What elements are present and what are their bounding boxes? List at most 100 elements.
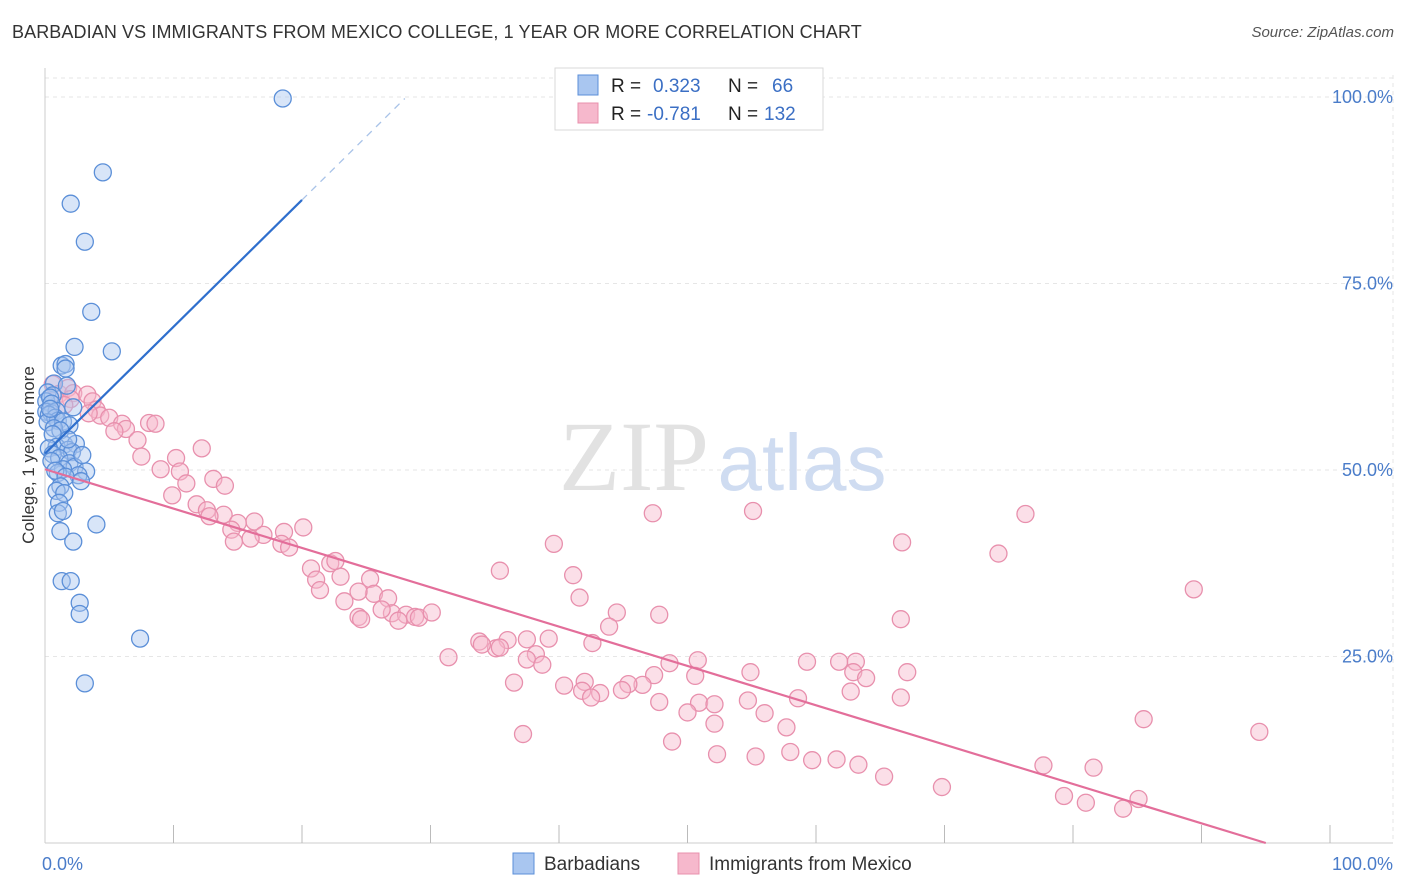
- mexico-point-73: [1184, 580, 1203, 599]
- mexico-point-109: [738, 691, 758, 710]
- mexico-point-112: [891, 688, 910, 707]
- mexico-point-13: [139, 413, 159, 433]
- mexico-point-90: [829, 652, 849, 671]
- mexico-point-82: [526, 645, 546, 664]
- mexico-point-20: [166, 448, 186, 468]
- mexico-point-127: [849, 755, 868, 774]
- mexico-point-106: [612, 680, 632, 700]
- barbadian-point-65: [73, 445, 92, 465]
- barbadian-point-55: [51, 522, 70, 541]
- mexico-point-67: [490, 561, 510, 580]
- mexico-point-72: [1016, 504, 1035, 524]
- mexico-point-116: [678, 703, 697, 722]
- mexico-point-52: [382, 604, 402, 623]
- mexico-point-85: [439, 648, 458, 667]
- barbadian-point-58: [61, 572, 80, 591]
- mexico-point-48: [364, 584, 384, 603]
- barbadian-point-11: [57, 376, 76, 395]
- barbadian-point-5: [65, 337, 84, 357]
- mexico-point-64: [599, 617, 619, 636]
- mexico-point-60: [389, 611, 408, 630]
- barbadian-points: [37, 89, 292, 693]
- mexico-point-63: [650, 605, 669, 624]
- stats-legend-box: [554, 67, 824, 131]
- mexico-point-24: [177, 474, 196, 493]
- watermark-zip: ZIP: [559, 401, 709, 512]
- chart-title: BARBADIAN VS IMMIGRANTS FROM MEXICO COLL…: [12, 22, 862, 42]
- barbadian-point-50: [55, 483, 74, 503]
- barbadian-point-0: [273, 89, 292, 108]
- mexico-point-19: [132, 447, 151, 466]
- mexico-point-38: [224, 532, 244, 551]
- mexico-point-71: [989, 544, 1008, 563]
- legend-barbadians-label: Barbadians: [544, 854, 640, 875]
- mexico-point-128: [874, 767, 894, 786]
- y-axis-tick-labels: 25.0% 50.0% 75.0% 100.0%: [1332, 87, 1393, 667]
- legend-n-value-pink: 132: [764, 104, 796, 125]
- legend-r-value-blue: 0.323: [653, 76, 701, 97]
- mexico-point-89: [797, 652, 817, 671]
- mexico-point-45: [331, 567, 350, 586]
- barbadian-trend-extension: [301, 98, 406, 201]
- mexico-point-65: [544, 534, 564, 554]
- mexico-point-22: [151, 460, 170, 479]
- y-tick-label-100: 100.0%: [1332, 87, 1393, 107]
- mexico-point-43: [301, 559, 321, 578]
- mexico-point-103: [572, 681, 592, 700]
- legend-n-label-blue: N =: [728, 76, 758, 97]
- barbadian-point-9: [56, 359, 75, 378]
- mexico-point-23: [204, 469, 223, 489]
- barbadian-point-2: [61, 194, 80, 213]
- mexico-point-117: [705, 714, 724, 733]
- watermark-atlas: atlas: [718, 418, 887, 507]
- barbadian-point-64: [58, 430, 78, 449]
- mexico-point-120: [1250, 722, 1269, 741]
- barbadian-point-62: [75, 674, 94, 693]
- trend-lines: [44, 98, 1267, 845]
- mexico-point-70: [892, 533, 912, 552]
- stats-legend: R = 0.323 N = 66 R = -0.781 N = 132: [554, 67, 824, 131]
- barbadian-swatch: [577, 74, 599, 96]
- mexico-point-14: [146, 414, 165, 433]
- mexico-point-26: [163, 486, 182, 505]
- mexico-point-107: [650, 692, 669, 712]
- mexico-point-66: [563, 566, 583, 585]
- mexico-point-104: [590, 683, 610, 703]
- barbadian-point-61: [130, 629, 150, 648]
- mexico-point-16: [105, 422, 124, 441]
- x-tick-label-0: 0.0%: [42, 854, 83, 874]
- legend-mexico-label: Immigrants from Mexico: [709, 854, 912, 875]
- mexico-point-59: [422, 603, 441, 622]
- mexico-point-86: [533, 655, 552, 674]
- mexico-point-56: [351, 610, 371, 629]
- mexico-point-130: [1034, 756, 1053, 775]
- barbadian-point-3: [75, 232, 94, 251]
- mexico-point-111: [841, 682, 860, 701]
- mexico-point-75: [470, 632, 489, 651]
- barbadian-point-54: [87, 515, 106, 534]
- mexico-point-55: [349, 607, 368, 627]
- legend-barbadians-swatch: [512, 852, 535, 875]
- legend-r-value-pink: -0.781: [647, 104, 701, 125]
- mexico-point-123: [746, 747, 765, 766]
- mexico-point-94: [856, 668, 876, 688]
- mexico-point-131: [1084, 758, 1103, 777]
- series-legend: Barbadians Immigrants from Mexico: [512, 852, 912, 875]
- legend-mexico-swatch: [677, 852, 700, 875]
- mexico-point-61: [607, 603, 626, 622]
- mexico-point-121: [662, 732, 682, 751]
- mexico-point-97: [741, 663, 760, 682]
- legend-n-label-pink: N =: [728, 104, 758, 125]
- legend-n-value-blue: 66: [772, 76, 793, 97]
- barbadian-point-6: [102, 342, 121, 361]
- x-axis-ticks: [173, 825, 1331, 843]
- mexico-point-47: [310, 580, 330, 600]
- barbadian-point-53: [53, 501, 73, 521]
- barbadian-point-60: [70, 604, 89, 624]
- mexico-point-129: [932, 777, 952, 797]
- mexico-point-84: [517, 650, 537, 669]
- mexico-point-25: [215, 476, 235, 495]
- mexico-point-135: [1113, 799, 1133, 818]
- mexico-point-119: [1134, 710, 1153, 729]
- barbadian-point-63: [40, 399, 60, 418]
